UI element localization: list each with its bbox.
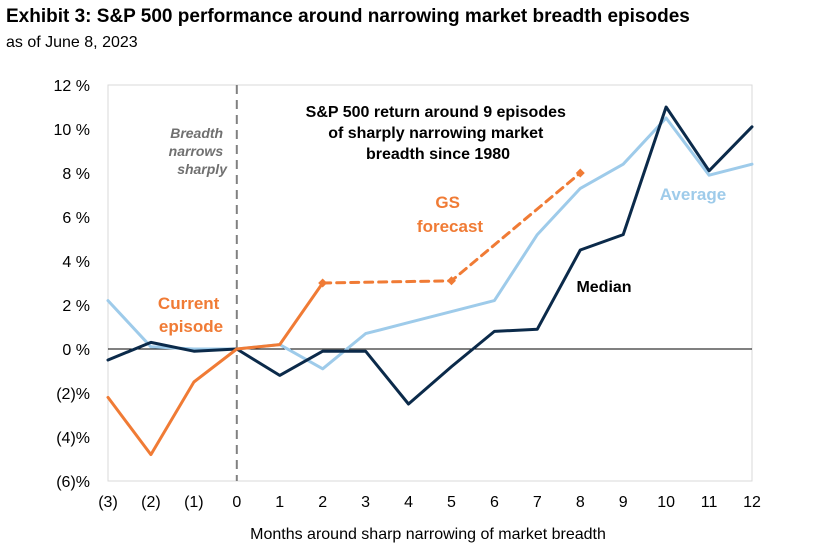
current-episode-label-line: Current bbox=[158, 294, 220, 313]
x-tick-label: 10 bbox=[657, 494, 675, 511]
x-tick-label: 0 bbox=[232, 494, 241, 511]
divider-annotation-line: Breadth bbox=[170, 125, 223, 141]
gs-forecast-label-line: forecast bbox=[417, 217, 483, 236]
x-tick-label: 2 bbox=[318, 494, 327, 511]
headline-annotation-line: breadth since 1980 bbox=[366, 146, 510, 163]
x-tick-label: 6 bbox=[490, 494, 499, 511]
series-layer bbox=[106, 105, 754, 457]
plot-frame bbox=[107, 84, 753, 482]
x-tick-label: (2) bbox=[141, 494, 161, 511]
y-tick-label: 6 % bbox=[62, 210, 90, 227]
headline-annotation: S&P 500 return around 9 episodes of shar… bbox=[306, 104, 571, 163]
y-tick-label: 4 % bbox=[62, 254, 90, 271]
forecast-point-marker bbox=[446, 276, 456, 286]
current-episode-label: Current episode bbox=[158, 294, 224, 336]
y-axis-ticks: 12 % 10 % 8 % 6 % 4 % 2 % 0 % (2)% (4)% (6)% bbox=[54, 78, 90, 491]
y-tick-label: (2)% bbox=[56, 386, 90, 403]
x-tick-label: 7 bbox=[533, 494, 542, 511]
y-tick-label: (6)% bbox=[56, 474, 90, 491]
gs-forecast-label-line: GS bbox=[435, 193, 460, 212]
divider-annotation-line: sharply bbox=[177, 161, 228, 177]
y-tick-label: 10 % bbox=[54, 122, 90, 139]
y-tick-label: 12 % bbox=[54, 78, 90, 95]
headline-annotation-line: of sharply narrowing market bbox=[328, 125, 544, 142]
median-series-label: Median bbox=[576, 279, 631, 296]
current-episode-label-line: episode bbox=[159, 317, 223, 336]
x-axis-ticks: (3) (2) (1) 0 1 2 3 4 5 6 7 8 9 10 11 12 bbox=[98, 494, 761, 511]
chart-title: Exhibit 3: S&P 500 performance around na… bbox=[6, 6, 690, 27]
average-series-label: Average bbox=[660, 185, 726, 204]
x-tick-label: 9 bbox=[619, 494, 628, 511]
y-tick-label: 2 % bbox=[62, 298, 90, 315]
current-line bbox=[106, 281, 325, 457]
forecast-point-marker bbox=[575, 168, 585, 178]
x-tick-label: 4 bbox=[404, 494, 413, 511]
headline-annotation-line: S&P 500 return around 9 episodes bbox=[306, 104, 566, 121]
forecast-point-marker bbox=[318, 278, 328, 288]
y-tick-label: (4)% bbox=[56, 430, 90, 447]
gs-forecast-label: GS forecast bbox=[417, 193, 483, 236]
x-tick-label: 5 bbox=[447, 494, 456, 511]
divider-annotation-line: narrows bbox=[169, 143, 224, 159]
y-tick-label: 0 % bbox=[62, 342, 90, 359]
divider-annotation: Breadth narrows sharply bbox=[169, 125, 229, 177]
y-tick-label: 8 % bbox=[62, 166, 90, 183]
x-tick-label: 3 bbox=[361, 494, 370, 511]
x-tick-label: (1) bbox=[184, 494, 204, 511]
median-line bbox=[106, 105, 754, 406]
x-tick-label: 1 bbox=[275, 494, 284, 511]
x-tick-label: (3) bbox=[98, 494, 118, 511]
x-tick-label: 11 bbox=[701, 494, 718, 511]
x-axis-label: Months around sharp narrowing of market … bbox=[250, 526, 606, 543]
x-tick-label: 8 bbox=[576, 494, 585, 511]
chart-subtitle: as of June 8, 2023 bbox=[6, 34, 138, 51]
x-tick-label: 12 bbox=[743, 494, 761, 511]
